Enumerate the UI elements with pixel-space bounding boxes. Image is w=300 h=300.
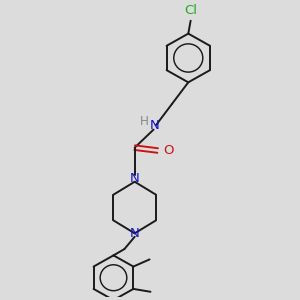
Text: N: N — [130, 227, 140, 240]
Text: N: N — [130, 172, 140, 185]
Text: O: O — [163, 144, 173, 157]
Text: Cl: Cl — [185, 4, 198, 17]
Text: N: N — [149, 119, 159, 132]
Text: H: H — [140, 116, 149, 128]
